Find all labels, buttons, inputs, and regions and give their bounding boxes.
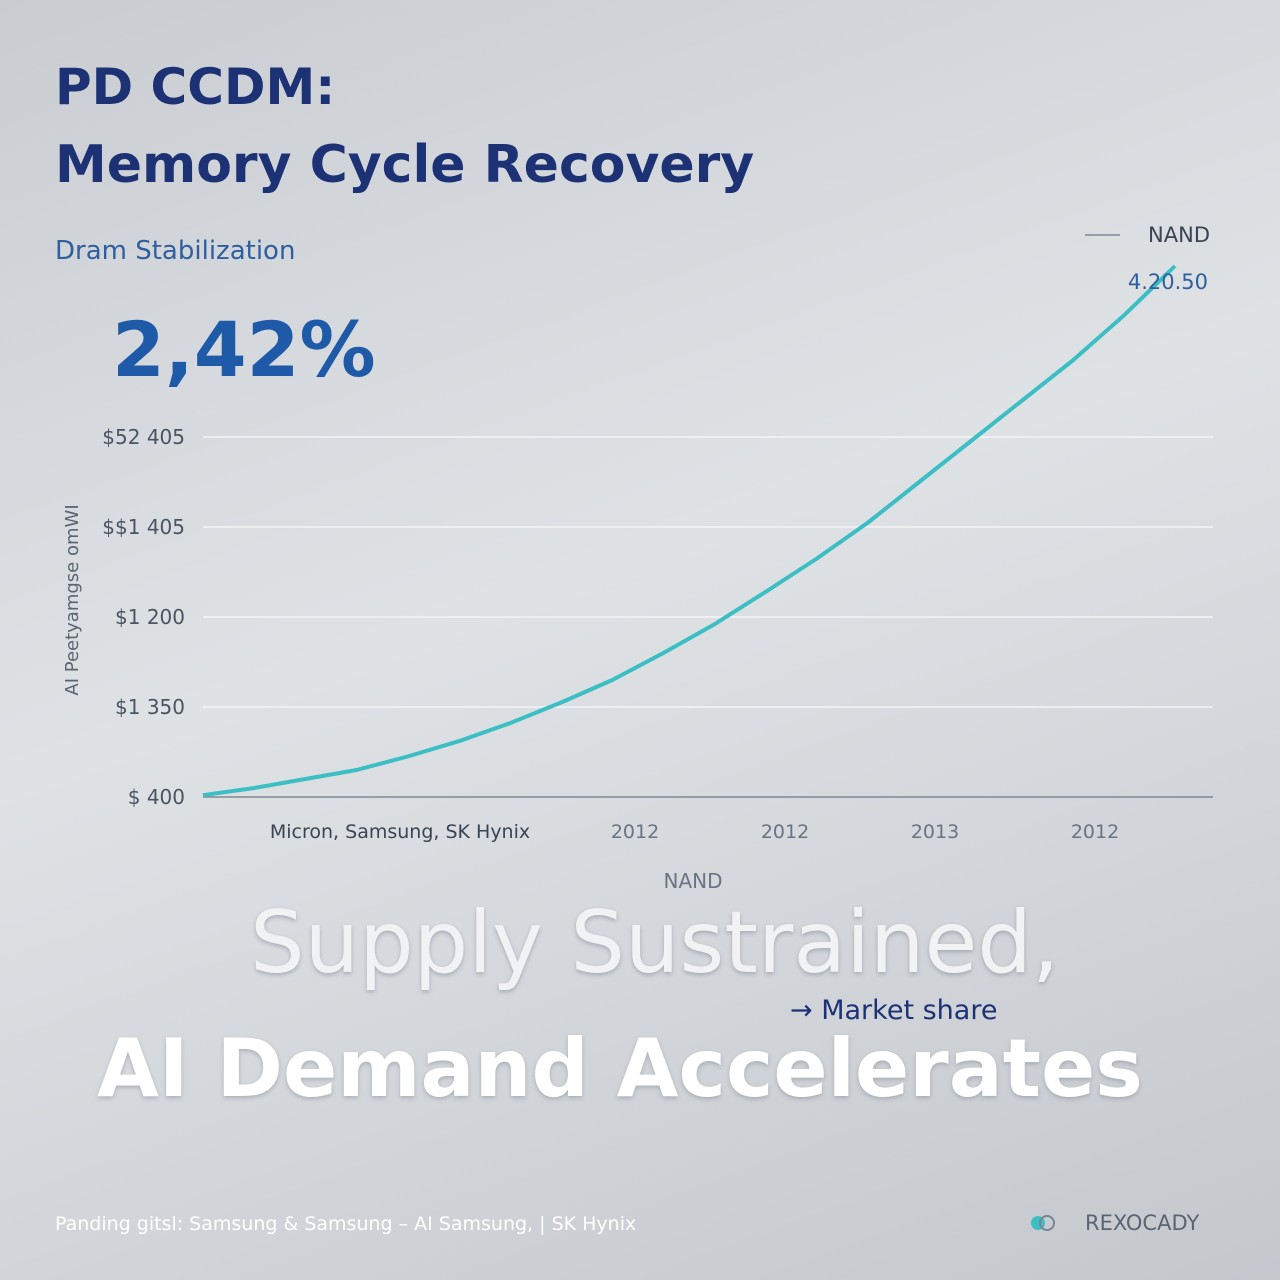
- y-tick-label: $1 350: [115, 695, 185, 719]
- arrow-label-text: Market share: [821, 995, 998, 1026]
- overlay-line1: Supply Sustrained,: [250, 893, 1060, 993]
- brand-logo: [1028, 1210, 1058, 1240]
- overlay-line2: AI Demand Accelerates: [97, 1022, 1143, 1115]
- logo-icon: [1031, 1215, 1055, 1231]
- x-note: Micron, Samsung, SK Hynix: [270, 821, 530, 843]
- legend-label: NAND: [1148, 223, 1210, 247]
- y-tick-label: $ 400: [128, 785, 185, 809]
- x-axis-label: NAND: [663, 869, 722, 893]
- footer: Panding gitsl: Samsung & Samsung – AI Sa…: [55, 1213, 637, 1235]
- x-tick-label: 2012: [611, 821, 659, 843]
- annotation: 4.20.50: [1128, 270, 1208, 294]
- x-tick-label: 2012: [1071, 821, 1119, 843]
- section-label: Dram Stabilization: [55, 236, 296, 266]
- data-line: [202, 264, 1177, 798]
- brand: REXOCADY: [1085, 1211, 1200, 1235]
- y-tick-label: $$1 405: [102, 515, 185, 539]
- headline-value: 2,42%: [112, 305, 376, 394]
- arrow-label: → Market share: [790, 995, 998, 1026]
- y-tick-label: $1 200: [115, 605, 185, 629]
- x-tick-label: 2012: [761, 821, 809, 843]
- subtitle: Memory Cycle Recovery: [55, 135, 755, 195]
- x-tick-label: 2013: [911, 821, 959, 843]
- title: PD CCDM:: [55, 58, 336, 116]
- y-axis-label: AI Peetyamgse omWI: [62, 504, 83, 695]
- y-tick-label: $52 405: [102, 425, 185, 449]
